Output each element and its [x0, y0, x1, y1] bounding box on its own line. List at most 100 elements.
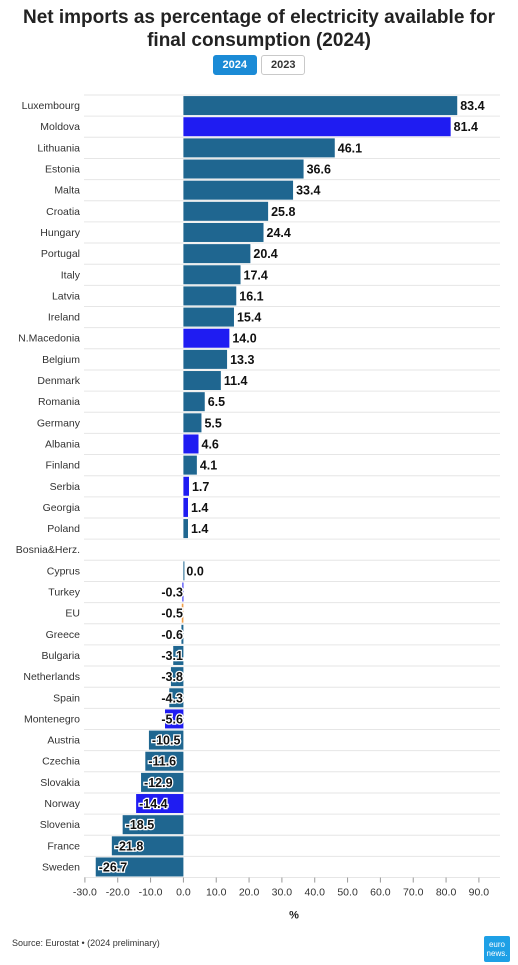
value-label: 24.4: [267, 226, 291, 240]
value-label: 5.5: [204, 416, 221, 430]
value-label: 36.6: [307, 163, 331, 177]
value-label: -0.5: [161, 607, 183, 621]
category-label: Ireland: [48, 312, 80, 324]
bar: [183, 328, 230, 348]
bar: [141, 772, 184, 792]
category-label: Albania: [45, 438, 80, 450]
bar: [183, 392, 205, 412]
value-label: 33.4: [296, 184, 320, 198]
x-tick-label: 30.0: [272, 887, 293, 899]
value-label: 13.3: [230, 353, 254, 367]
category-label: Hungary: [40, 227, 80, 239]
category-label: Greece: [46, 629, 81, 641]
bar: [181, 624, 184, 644]
bar: [183, 138, 335, 158]
bar: [148, 730, 184, 750]
value-label: 25.8: [271, 205, 295, 219]
value-label: -5.6: [161, 712, 183, 726]
value-label: 4.1: [200, 459, 217, 473]
x-axis-label: %: [289, 910, 299, 922]
value-label: 6.5: [208, 395, 225, 409]
bar: [170, 667, 184, 687]
category-label: Netherlands: [23, 671, 80, 683]
bar: [165, 709, 184, 729]
category-label: Bosnia&Herz.: [16, 544, 80, 556]
x-tick-label: -30.0: [73, 887, 97, 899]
category-label: Norway: [44, 798, 80, 810]
bar: [183, 434, 199, 454]
bar: [183, 561, 185, 581]
category-label: Georgia: [43, 502, 81, 514]
x-tick-label: 20.0: [239, 887, 260, 899]
category-label: Austria: [47, 735, 80, 747]
value-label: 14.0: [232, 332, 256, 346]
year-tabs: 2024 2023: [0, 55, 518, 75]
category-label: Luxembourg: [22, 100, 81, 112]
chart-title-line2: final consumption (2024): [147, 30, 371, 51]
value-label: 46.1: [338, 141, 362, 155]
value-label: 15.4: [237, 311, 261, 325]
euronews-logo[interactable]: euro news.: [484, 936, 510, 962]
category-label: Lithuania: [37, 142, 80, 154]
bar: [183, 286, 237, 306]
category-label: France: [47, 840, 80, 852]
bar: [183, 307, 234, 327]
category-label: Slovenia: [40, 819, 80, 831]
x-tick-label: 0.0: [176, 887, 191, 899]
bar: [181, 603, 184, 623]
value-label: -0.3: [161, 586, 183, 600]
logo-text-line2: news.: [486, 949, 508, 958]
category-label: Sweden: [42, 861, 80, 873]
bar: [183, 349, 228, 369]
category-label: Bulgaria: [41, 650, 80, 662]
bar: [183, 455, 197, 475]
category-label: Germany: [37, 417, 81, 429]
value-label: 1.7: [192, 480, 209, 494]
bar: [122, 815, 184, 835]
logo-text-line1: euro: [488, 940, 505, 949]
tab-2023[interactable]: 2023: [261, 55, 306, 75]
value-label: 16.1: [239, 289, 263, 303]
value-label: -26.7: [99, 860, 128, 874]
bar: [183, 413, 202, 433]
bar: [183, 519, 188, 539]
source-note: Source: Eurostat • (2024 preliminary): [12, 938, 160, 948]
bar: [183, 117, 451, 137]
value-label: -3.1: [161, 649, 183, 663]
category-label: Czechia: [42, 756, 80, 768]
value-label: 81.4: [454, 120, 478, 134]
value-label: -21.8: [115, 839, 144, 853]
category-label: Denmark: [37, 375, 80, 387]
value-label: -4.3: [161, 691, 183, 705]
x-tick-label: 50.0: [337, 887, 358, 899]
bar: [183, 201, 269, 221]
category-label: Malta: [54, 185, 80, 197]
bar: [183, 476, 189, 496]
value-label: 1.4: [191, 501, 208, 515]
category-label: Romania: [38, 396, 80, 408]
value-label: -3.8: [161, 670, 183, 684]
bar: [182, 582, 184, 602]
category-label: Poland: [47, 523, 80, 535]
category-label: Italy: [61, 269, 81, 281]
value-label: 11.4: [224, 374, 248, 388]
value-label: -11.6: [148, 755, 176, 769]
x-tick-label: -10.0: [139, 887, 163, 899]
x-tick-label: 90.0: [469, 887, 490, 899]
bar: [95, 857, 184, 877]
bar: [183, 222, 264, 242]
category-label: Portugal: [41, 248, 80, 260]
value-label: 17.4: [244, 268, 268, 282]
value-label: -18.5: [126, 818, 155, 832]
bar: [183, 497, 188, 517]
category-label: Spain: [53, 692, 80, 704]
category-label: Croatia: [46, 206, 80, 218]
category-label: Estonia: [45, 164, 80, 176]
tab-2024[interactable]: 2024: [212, 55, 257, 75]
category-label: Cyprus: [47, 565, 80, 577]
bar-chart: Luxembourg 83.4 Moldova 81.4 Lithuania 46.1 Es…: [16, 94, 500, 922]
value-label: 4.6: [202, 437, 219, 451]
bar: [183, 96, 458, 116]
x-tick-label: -20.0: [106, 887, 130, 899]
x-tick-label: 10.0: [206, 887, 227, 899]
